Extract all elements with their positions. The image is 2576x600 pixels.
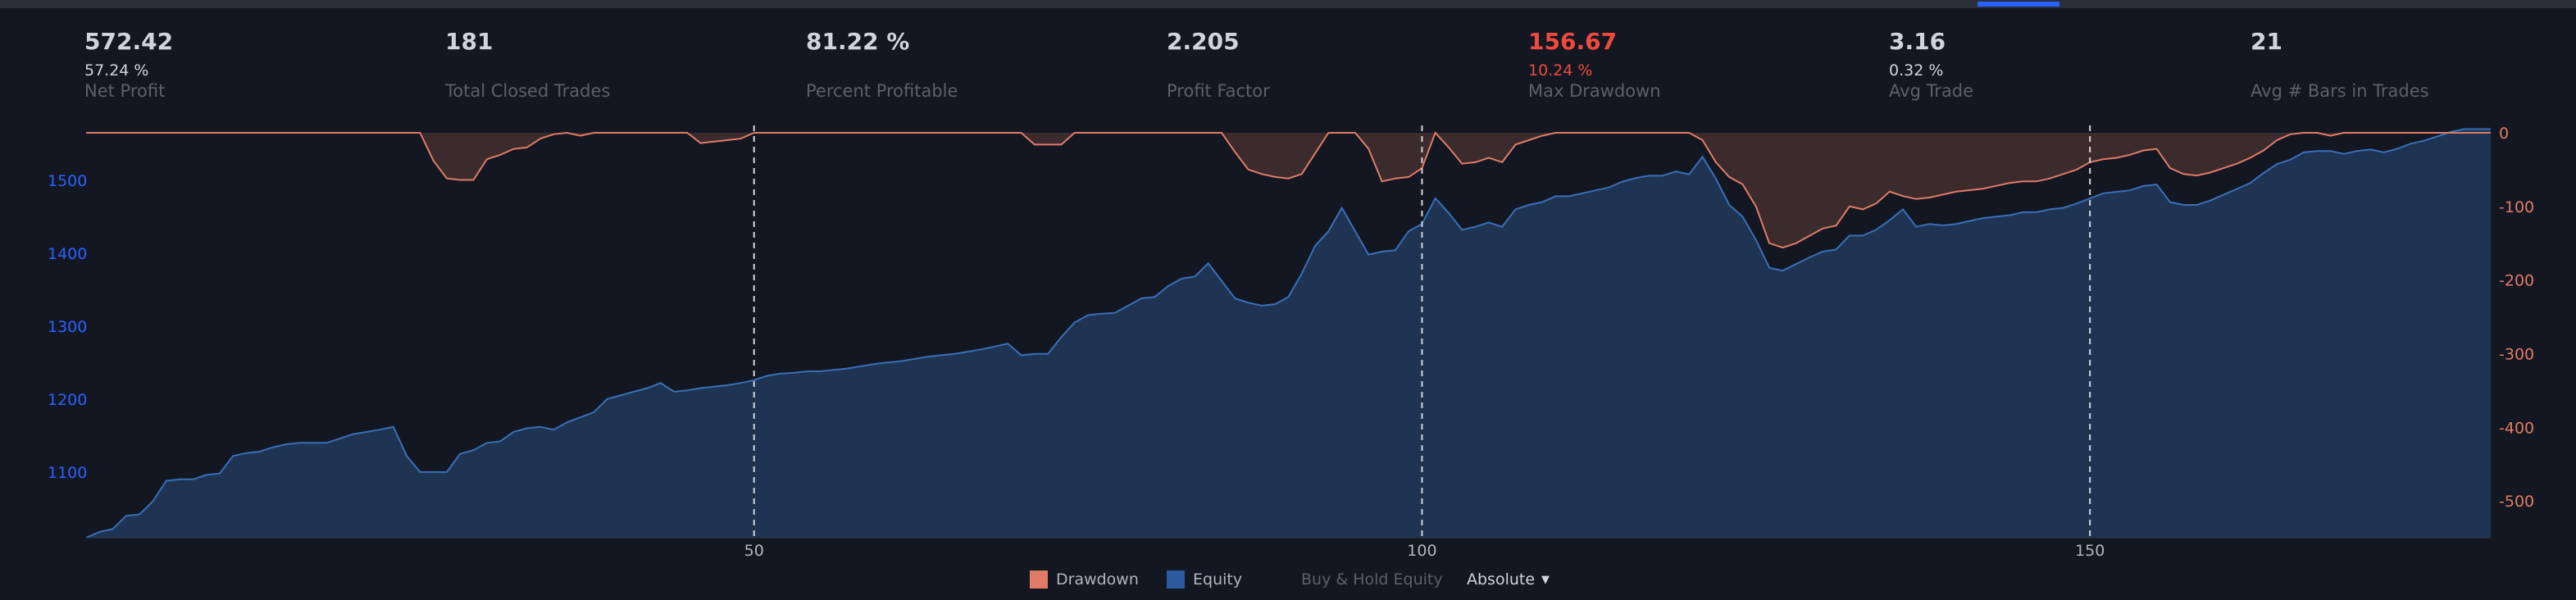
- x-tick-label: 50: [744, 542, 764, 560]
- right-axis-label: -300: [2499, 345, 2534, 363]
- equity-drawdown-chart[interactable]: 50 100 150 1100 1200 1300 1400 1500 0 -100 -200 -30…: [0, 0, 2576, 566]
- net-profit-percent: 57.24 %: [84, 61, 149, 80]
- left-axis-label: 1400: [48, 245, 87, 263]
- chart-legend: Drawdown Equity Buy & Hold Equity Absolu…: [0, 567, 2576, 592]
- legend-equity-label: Equity: [1193, 570, 1243, 589]
- right-axis-label: -500: [2499, 493, 2534, 511]
- left-axis-label: 1200: [48, 391, 87, 409]
- net-profit-value: 572.42: [84, 28, 174, 55]
- drawdown-swatch: [1030, 570, 1048, 589]
- stat-profit-factor: 2.205 Profit Factor: [1167, 28, 1270, 102]
- profit-factor-value: 2.205: [1167, 28, 1240, 55]
- stat-net-profit: 572.42 57.24 % Net Profit: [84, 28, 173, 102]
- active-tab-indicator: [1978, 2, 2059, 7]
- percent-profitable-label: Percent Profitable: [806, 81, 958, 101]
- avg-bars-label: Avg # Bars in Trades: [2251, 81, 2429, 101]
- net-profit-label: Net Profit: [84, 81, 166, 101]
- avg-trade-value: 3.16: [1889, 28, 1946, 55]
- equity-area: [86, 129, 2491, 538]
- legend-buy-hold[interactable]: Buy & Hold Equity: [1301, 567, 1443, 592]
- right-axis-label: -100: [2499, 198, 2534, 216]
- stat-max-drawdown: 156.67 10.24 % Max Drawdown: [1528, 28, 1661, 102]
- stat-total-closed-trades: 181 Total Closed Trades: [445, 28, 610, 102]
- left-axis-label: 1500: [48, 172, 87, 190]
- avg-trade-label: Avg Trade: [1889, 81, 1974, 101]
- left-axis-label: 1300: [48, 318, 87, 336]
- equity-line: [85, 128, 2491, 539]
- profit-factor-label: Profit Factor: [1167, 81, 1270, 101]
- mode-dropdown[interactable]: Absolute ▼: [1467, 567, 1550, 592]
- right-axis-label: -200: [2499, 272, 2534, 290]
- stat-avg-bars-in-trades: 21 Avg # Bars in Trades: [2251, 28, 2429, 102]
- legend-buy-hold-label: Buy & Hold Equity: [1301, 570, 1443, 589]
- legend-drawdown-label: Drawdown: [1056, 570, 1139, 589]
- total-closed-trades-label: Total Closed Trades: [445, 81, 611, 101]
- x-tick-label: 150: [2075, 542, 2105, 560]
- top-strip: [0, 0, 2576, 8]
- chevron-down-icon: ▼: [1541, 573, 1550, 586]
- percent-profitable-value: 81.22 %: [806, 28, 910, 55]
- drawdown-area: [86, 132, 2491, 248]
- right-axis-label: -400: [2499, 419, 2534, 437]
- max-drawdown-label: Max Drawdown: [1528, 81, 1661, 101]
- drawdown-line: [86, 131, 2491, 249]
- max-drawdown-value: 156.67: [1528, 28, 1618, 55]
- legend-equity[interactable]: Equity: [1167, 567, 1242, 592]
- total-closed-trades-value: 181: [445, 28, 494, 55]
- stat-percent-profitable: 81.22 % Percent Profitable: [806, 28, 958, 102]
- equity-swatch: [1167, 570, 1185, 589]
- stat-avg-trade: 3.16 0.32 % Avg Trade: [1889, 28, 1973, 102]
- left-axis-label: 1100: [48, 464, 87, 482]
- max-drawdown-percent: 10.24 %: [1528, 61, 1593, 80]
- mode-dropdown-label: Absolute: [1467, 570, 1536, 589]
- legend-drawdown[interactable]: Drawdown: [1030, 567, 1139, 592]
- x-tick-label: 100: [1407, 542, 1436, 560]
- avg-bars-value: 21: [2251, 28, 2282, 55]
- avg-trade-percent: 0.32 %: [1889, 61, 1944, 80]
- right-axis-label: 0: [2499, 125, 2509, 143]
